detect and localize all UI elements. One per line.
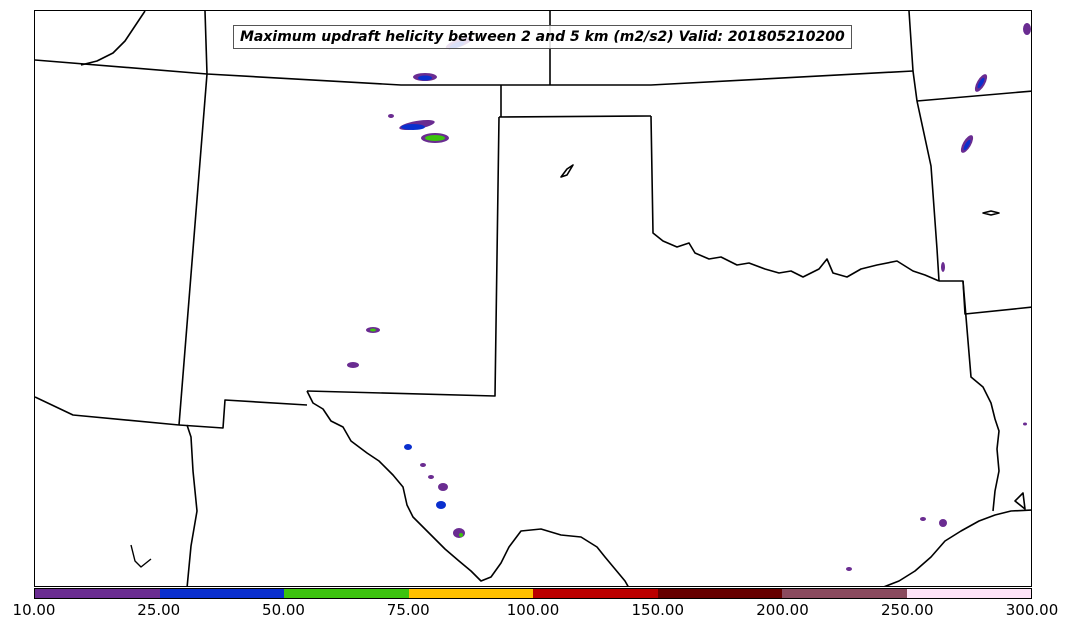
boundary-ks-mo: [916, 100, 940, 282]
river-arkansas: [982, 210, 1000, 216]
boundary-co-north: [35, 59, 914, 86]
swath-purple: [1023, 23, 1031, 35]
colorbar-tick-label: 150.00: [631, 601, 685, 619]
boundary-ok-panhandle: [650, 115, 940, 282]
colorbar-segment: [906, 589, 1031, 598]
swath-blue: [963, 139, 971, 151]
colorbar-tick-labels: 10.00 25.00 50.00 75.00 100.00 150.00 200.00 25…: [13, 601, 1059, 625]
mexico-boundary-west: [186, 424, 198, 586]
boundary-tx-la: [962, 280, 1000, 512]
coastline-nw: [80, 11, 146, 66]
colorbar-segment: [408, 589, 533, 598]
colorbar-tick-label: 300.00: [1005, 601, 1059, 619]
swath-purple: [347, 362, 359, 368]
state-boundaries-map: [35, 11, 1031, 586]
swath-purple: [941, 262, 945, 272]
colorbar-segment: [284, 589, 409, 598]
swath-blue: [418, 75, 432, 81]
swath-purple: [1023, 422, 1027, 426]
boundary-ks-south: [498, 115, 652, 118]
boundary-rio-grande: [306, 390, 629, 586]
boundary-mo-top: [916, 90, 1031, 102]
colorbar-segment: [782, 589, 907, 598]
boundary-utah-east: [178, 73, 208, 426]
colorbar-tick-label: 75.00: [386, 601, 430, 619]
boundary-nm-tx: [306, 116, 500, 397]
colorbar-tick-label: 100.00: [506, 601, 560, 619]
swath-purple: [920, 517, 926, 521]
boundary-nm-south: [178, 399, 308, 429]
swath-purple: [453, 528, 465, 538]
lake-small: [560, 164, 574, 178]
swath-purple: [939, 519, 947, 527]
boundary-sd-vertical: [908, 11, 918, 102]
swath-blue: [404, 444, 412, 450]
swath-purple: [420, 463, 426, 467]
gulf-coastline: [883, 509, 1031, 586]
swath-blue: [977, 77, 985, 89]
tx-bay: [1014, 492, 1026, 510]
swath-purple: [428, 475, 434, 479]
colorbar-tick-label: 25.00: [137, 601, 181, 619]
helicity-swaths: [347, 23, 1031, 571]
swath-purple: [846, 567, 852, 571]
colorbar-tick-label: 50.00: [262, 601, 305, 619]
swath-purple: [388, 114, 394, 118]
swath-blue: [401, 124, 425, 130]
boundary-ar-ok: [939, 280, 1031, 315]
colorbar-segment: [35, 589, 160, 598]
swath-blue: [436, 501, 446, 509]
swath-green: [425, 135, 445, 141]
colorbar-tick-label: 250.00: [881, 601, 934, 619]
map-title: Maximum updraft helicity between 2 and 5…: [233, 25, 852, 49]
swath-green: [370, 328, 376, 332]
colorbar-tick-label: 200.00: [756, 601, 809, 619]
swath-green: [459, 533, 463, 537]
colorbar-segment: [533, 589, 658, 598]
map-panel: Maximum updraft helicity between 2 and 5…: [34, 10, 1032, 587]
colorbar-segment: [159, 589, 284, 598]
boundary-az-ut: [35, 396, 180, 426]
colorbar: [34, 588, 1032, 599]
boundary-nebraska-top: [204, 11, 208, 75]
colorbar-segment: [657, 589, 782, 598]
lake-baja: [130, 544, 152, 568]
colorbar-tick-label: 10.00: [12, 601, 56, 619]
swath-purple: [438, 483, 448, 491]
